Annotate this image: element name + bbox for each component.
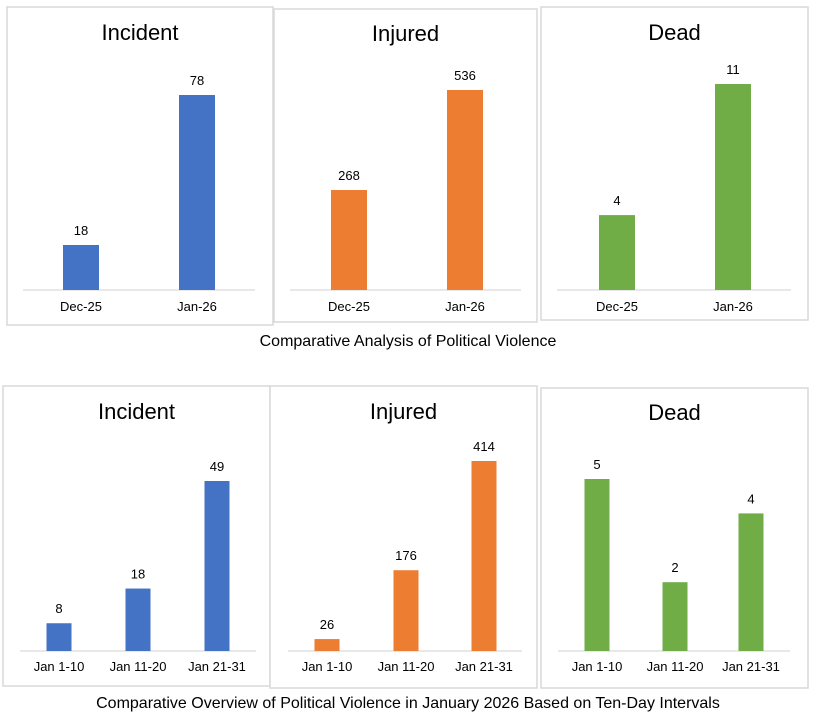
x-tick-label: Jan 21-31 xyxy=(455,659,513,674)
bar-incident xyxy=(46,623,72,651)
chart-panel-dead xyxy=(540,6,809,321)
data-label: 2 xyxy=(671,560,678,575)
data-label: 4 xyxy=(747,491,754,506)
x-tick-label: Jan-26 xyxy=(177,299,217,314)
bar-injured xyxy=(314,639,340,651)
bar-dead xyxy=(584,479,610,651)
chart-title: Incident xyxy=(101,20,178,45)
data-label: 11 xyxy=(726,62,740,77)
x-tick-label: Jan 11-20 xyxy=(110,659,167,674)
data-label: 49 xyxy=(210,459,224,474)
data-label: 176 xyxy=(395,548,417,563)
x-tick-label: Dec-25 xyxy=(328,299,370,314)
chart-title: Injured xyxy=(370,399,437,424)
bar-incident xyxy=(63,245,99,290)
data-label: 268 xyxy=(338,168,360,183)
caption-bottom: Comparative Overview of Political Violen… xyxy=(96,695,720,712)
x-tick-label: Jan 1-10 xyxy=(572,659,623,674)
bar-incident xyxy=(204,481,230,651)
chart-title: Incident xyxy=(98,399,175,424)
bar-dead xyxy=(662,582,688,651)
bar-dead xyxy=(599,215,635,290)
data-label: 18 xyxy=(131,567,145,582)
data-label: 26 xyxy=(320,617,334,632)
data-label: 4 xyxy=(613,193,620,208)
data-label: 536 xyxy=(454,68,476,83)
data-label: 8 xyxy=(55,601,62,616)
x-tick-label: Jan-26 xyxy=(713,299,753,314)
x-tick-label: Jan 21-31 xyxy=(722,659,780,674)
bar-dead xyxy=(738,513,764,651)
chart-panel-incident xyxy=(6,6,274,326)
data-label: 18 xyxy=(74,223,88,238)
bar-injured xyxy=(447,90,483,290)
bar-incident xyxy=(125,588,151,651)
x-tick-label: Jan 1-10 xyxy=(302,659,353,674)
x-tick-label: Jan 1-10 xyxy=(34,659,85,674)
chart-title: Dead xyxy=(648,20,701,45)
x-tick-label: Jan-26 xyxy=(445,299,485,314)
chart-title: Dead xyxy=(648,400,701,425)
caption-top: Comparative Analysis of Political Violen… xyxy=(260,333,557,350)
x-tick-label: Jan 11-20 xyxy=(647,659,704,674)
bar-injured xyxy=(393,570,419,651)
x-tick-label: Jan 11-20 xyxy=(378,659,435,674)
x-tick-label: Dec-25 xyxy=(60,299,102,314)
bar-incident xyxy=(179,95,215,290)
bar-injured xyxy=(471,461,497,651)
chart-title: Injured xyxy=(372,21,439,46)
data-label: 414 xyxy=(473,439,495,454)
bar-dead xyxy=(715,84,751,290)
chart-panel-injured xyxy=(273,8,538,323)
data-label: 78 xyxy=(190,73,204,88)
data-label: 5 xyxy=(593,457,600,472)
x-tick-label: Jan 21-31 xyxy=(188,659,246,674)
bar-injured xyxy=(331,190,367,290)
x-tick-label: Dec-25 xyxy=(596,299,638,314)
